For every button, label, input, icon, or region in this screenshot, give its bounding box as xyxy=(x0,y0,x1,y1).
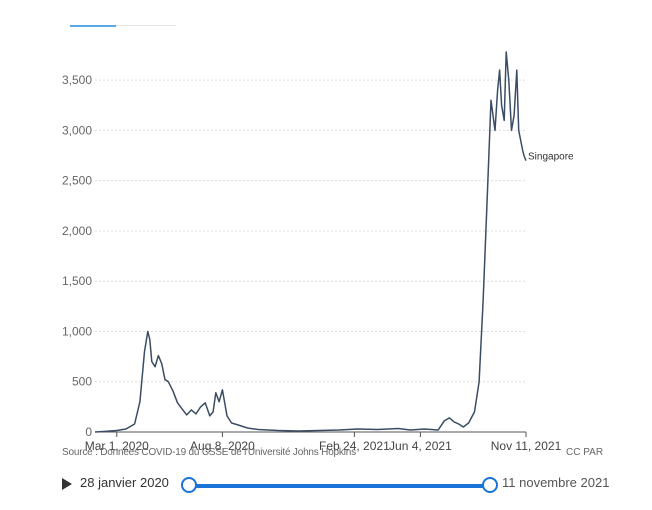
source-note[interactable]: Source : Données COVID-19 du CSSE de l'U… xyxy=(62,447,356,458)
timeline-track[interactable] xyxy=(182,484,488,488)
y-tick-label: 1,000 xyxy=(62,324,92,338)
y-tick-label: 1,500 xyxy=(62,274,92,288)
timeline-start-handle[interactable] xyxy=(181,477,197,493)
series-labels: Singapore xyxy=(528,152,574,163)
y-tick-label: 2,000 xyxy=(62,224,92,238)
active-tab-indicator[interactable] xyxy=(70,25,116,27)
series-end-label: Singapore xyxy=(528,152,574,163)
tab-divider xyxy=(116,25,176,26)
series-group xyxy=(94,51,527,433)
timeline-end-label: 11 novembre 2021 xyxy=(502,475,610,490)
y-tick-label: 3,500 xyxy=(62,73,92,87)
license-note[interactable]: CC PAR xyxy=(566,447,604,458)
timeline-end-handle[interactable] xyxy=(482,477,498,493)
y-tick-label: 2,500 xyxy=(62,174,92,188)
timeline-start-label: 28 janvier 2020 xyxy=(80,475,169,490)
x-tick-label: Nov 11, 2021 xyxy=(491,439,562,453)
timeline-control[interactable]: 28 janvier 2020 11 novembre 2021 xyxy=(62,472,622,496)
series-line-singapore[interactable] xyxy=(94,51,527,433)
x-tick-label: Aug 8, 2020 xyxy=(190,439,255,453)
y-tick-label: 0 xyxy=(85,425,92,439)
x-tick-label: Mar 1, 2020 xyxy=(85,439,149,453)
x-tick-label: Jun 4, 2021 xyxy=(389,439,452,453)
x-tick-label: Feb 24, 2021 xyxy=(319,439,390,453)
y-tick-label: 500 xyxy=(72,375,92,389)
gridlines xyxy=(95,79,526,383)
x-axis: Mar 1, 2020 Aug 8, 2020 Feb 24, 2021 Jun 4,… xyxy=(85,431,562,453)
y-tick-label: 3,000 xyxy=(62,123,92,137)
play-icon[interactable] xyxy=(62,478,72,490)
y-axis-ticks: 0 500 1,000 1,500 2,000 2,500 3,000 3,500 xyxy=(62,73,92,439)
